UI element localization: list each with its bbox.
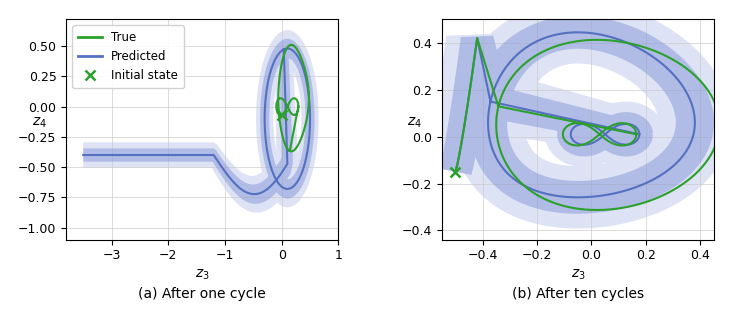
Polygon shape	[83, 30, 319, 213]
Legend: True, Predicted, Initial state: True, Predicted, Initial state	[72, 25, 184, 88]
Title: (b) After ten cycles: (b) After ten cycles	[512, 286, 644, 301]
Y-axis label: $z_4$: $z_4$	[32, 115, 46, 130]
X-axis label: $z_3$: $z_3$	[570, 268, 585, 283]
Polygon shape	[83, 39, 314, 204]
Polygon shape	[439, 16, 714, 214]
Y-axis label: $z_4$: $z_4$	[407, 115, 422, 130]
Title: (a) After one cycle: (a) After one cycle	[138, 286, 266, 301]
Polygon shape	[425, 1, 731, 228]
X-axis label: $z_3$: $z_3$	[195, 268, 210, 283]
